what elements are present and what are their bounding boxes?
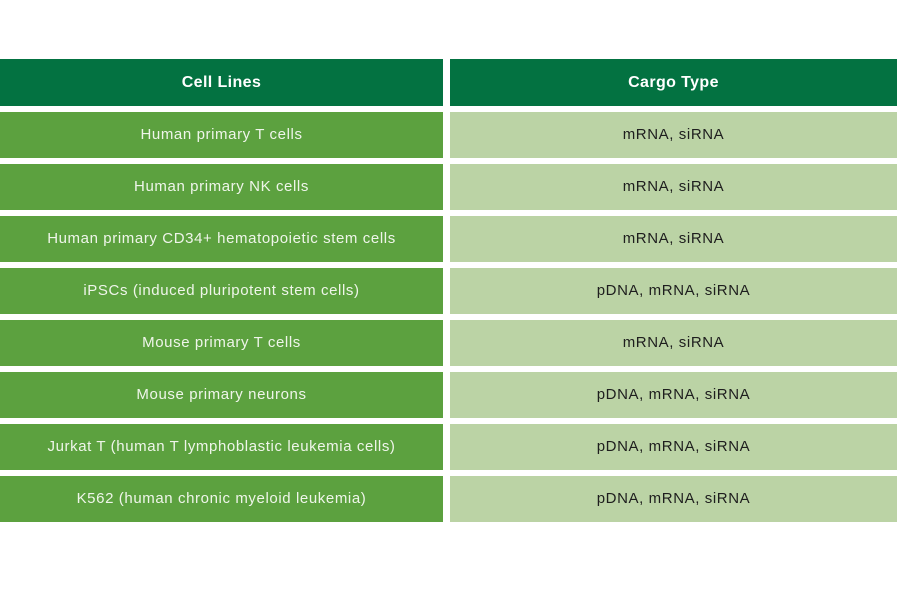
cargo-type-cell: pDNA, mRNA, siRNA	[450, 424, 897, 470]
cell-line-cell: Mouse primary neurons	[0, 372, 443, 418]
cell-line-cell: iPSCs (induced pluripotent stem cells)	[0, 268, 443, 314]
cargo-type-cell: pDNA, mRNA, siRNA	[450, 476, 897, 522]
cell-line-cell: Jurkat T (human T lymphoblastic leukemia…	[0, 424, 443, 470]
cell-line-cell: K562 (human chronic myeloid leukemia)	[0, 476, 443, 522]
column-header-cargo-type: Cargo Type	[450, 59, 897, 106]
column-header-cell-lines: Cell Lines	[0, 59, 443, 106]
cargo-type-cell: pDNA, mRNA, siRNA	[450, 372, 897, 418]
cell-lines-cargo-table: Cell Lines Cargo Type Human primary T ce…	[0, 59, 897, 522]
cell-line-cell: Human primary T cells	[0, 112, 443, 158]
cell-line-cell: Human primary NK cells	[0, 164, 443, 210]
cell-line-cell: Human primary CD34+ hematopoietic stem c…	[0, 216, 443, 262]
cargo-type-cell: mRNA, siRNA	[450, 112, 897, 158]
cargo-type-cell: mRNA, siRNA	[450, 320, 897, 366]
cargo-type-cell: mRNA, siRNA	[450, 164, 897, 210]
cargo-type-cell: mRNA, siRNA	[450, 216, 897, 262]
cell-line-cell: Mouse primary T cells	[0, 320, 443, 366]
cargo-type-cell: pDNA, mRNA, siRNA	[450, 268, 897, 314]
